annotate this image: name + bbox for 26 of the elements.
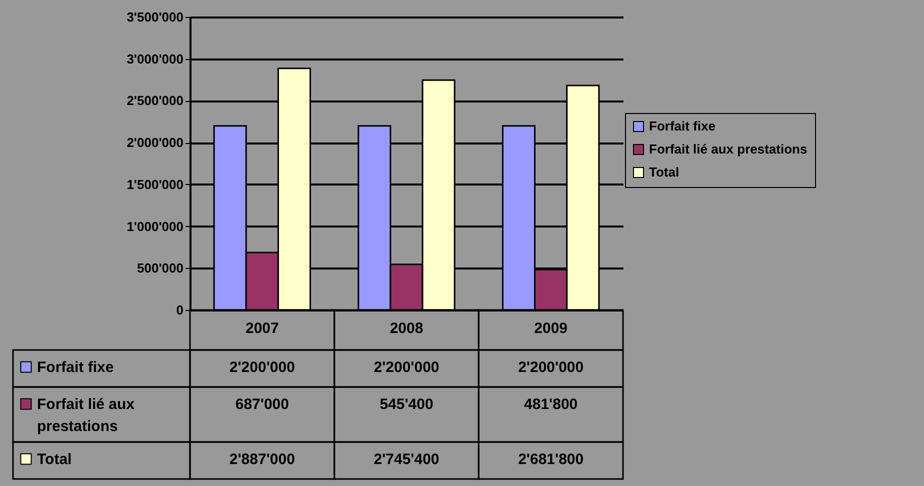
y-tick-label: 2'500'000 [126, 93, 184, 108]
y-tick-label: 1'500'000 [126, 176, 184, 192]
data-label: 687'000 [235, 396, 289, 413]
x-tick-label: 2008 [390, 320, 424, 337]
data-label: 2'887'000 [229, 451, 295, 468]
data-label: 481'800 [524, 396, 578, 413]
data-label: 545'400 [380, 396, 434, 413]
x-tick-label: 2007 [245, 320, 279, 337]
y-tick-label: 2'000'000 [126, 135, 184, 150]
data-label: 2'200'000 [374, 359, 440, 376]
y-tick-label: 1'000'000 [126, 218, 184, 234]
data-label: 2'745'400 [374, 451, 440, 468]
legend-label: Forfait lié aux prestations [649, 142, 808, 156]
y-tick-label: 3'500'000 [126, 10, 184, 24]
data-label: 2'681'800 [518, 451, 584, 468]
legend-label: Forfait fixe [37, 359, 114, 376]
legend-label: Total [649, 164, 680, 180]
data-label: 2'200'000 [518, 359, 584, 376]
y-tick-label: 500'000 [137, 260, 184, 276]
x-tick-label: 2009 [534, 320, 568, 337]
y-tick-label: 3'000'000 [126, 51, 184, 66]
text: Forfait fixe [649, 118, 716, 134]
text: Forfait lié aux prestations [37, 396, 135, 435]
text: Total [37, 451, 72, 468]
y-tick-label: 0 [176, 302, 184, 318]
data-label: 2'200'000 [229, 359, 295, 376]
